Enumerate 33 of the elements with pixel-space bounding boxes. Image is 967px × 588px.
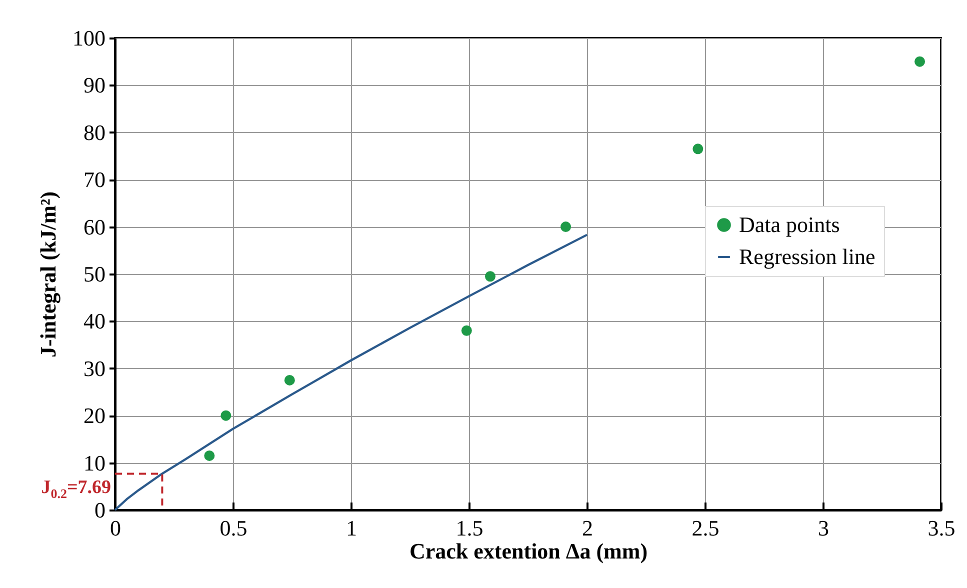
point [692,144,704,154]
annotation: J$_{0.2}$=7.69 [41,476,112,500]
line-series [114,234,588,512]
x-axis-title: Crack extention Δa (mm) [409,538,648,564]
y-tick-label: 40 [84,308,106,334]
x-tick-label: 2 [582,516,593,540]
legend-label: Regression line [739,244,876,269]
point [220,410,232,421]
y-tick-label: 50 [84,262,106,286]
point [560,222,572,232]
y-tick-label: 100 [72,26,106,50]
legend-label: Data points [739,212,840,237]
point [484,271,496,282]
y-tick-label: 80 [84,120,106,145]
point [204,450,215,461]
point [461,325,472,336]
x-tick-label: 3 [818,516,829,540]
x-tick-label: 2.5 [692,516,720,540]
y-tick-label: 70 [84,167,106,192]
y-tick-label: 30 [84,356,106,381]
x-tick-label: 0 [110,516,121,540]
point [914,56,926,67]
y-tick-label: 20 [84,403,106,428]
x-tick-label: 1 [346,516,357,540]
y-tick-label: 0 [94,498,106,522]
x-tick-label: 3.5 [928,516,956,540]
point [284,374,295,386]
y-tick-label: 60 [84,214,106,240]
x-tick-label: 0.5 [220,516,248,540]
y-tick-label: 90 [84,72,106,98]
y-tick-label: 10 [84,450,106,476]
x-tick-label: 1.5 [456,516,484,540]
y-axis-title: J-integral (kJ/m²) [36,191,60,358]
